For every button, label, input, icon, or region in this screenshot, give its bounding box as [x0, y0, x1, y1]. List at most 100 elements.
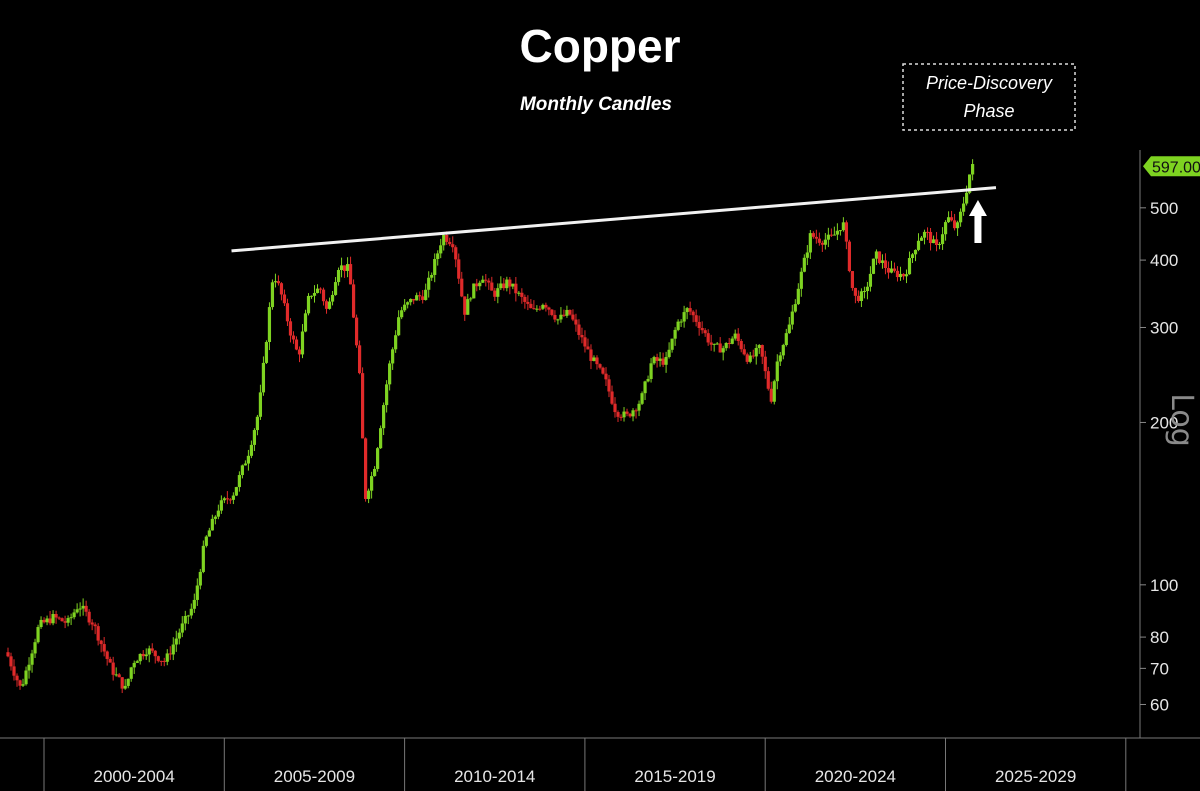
x-period-label: 2010-2014 [454, 767, 535, 786]
candle-up [400, 310, 404, 318]
candle-up [39, 619, 43, 628]
candle-up [787, 324, 791, 334]
candle-down [550, 309, 554, 315]
candle-up [69, 617, 73, 619]
candle-down [6, 652, 10, 657]
candle-up [24, 670, 28, 685]
candle-up [345, 264, 350, 271]
y-tick-label: 300 [1150, 318, 1178, 337]
candle-up [937, 244, 942, 246]
candle-down [697, 321, 701, 329]
candle-up [499, 283, 503, 289]
candle-down [279, 283, 284, 295]
candle-up [36, 627, 40, 643]
candle-down [568, 309, 572, 315]
candle-up [201, 545, 205, 572]
candle-down [814, 236, 818, 239]
candle-down [421, 296, 425, 300]
candle-down [102, 644, 106, 652]
candle-up [370, 476, 374, 491]
candle-up [427, 277, 431, 290]
candle-down [571, 314, 575, 320]
candle-down [108, 658, 112, 663]
candle-down [817, 238, 821, 243]
candle-down [949, 217, 954, 221]
candle-up [415, 295, 419, 301]
candle-up [367, 490, 371, 499]
candle-down [348, 264, 353, 285]
candle-down [769, 388, 773, 402]
candle-up [772, 381, 776, 402]
candle-up [670, 338, 674, 350]
candle-up [919, 237, 924, 241]
candle-down [363, 438, 368, 499]
candle-down [225, 498, 229, 500]
candle-up [180, 623, 184, 633]
candle-up [664, 357, 668, 365]
candle-down [850, 271, 855, 288]
candle-down [475, 283, 479, 287]
candle-up [30, 653, 34, 665]
candle-up [195, 585, 199, 600]
candle-up [216, 510, 220, 517]
candle-up [478, 282, 482, 287]
candle-up [826, 234, 830, 240]
candle-down [811, 233, 815, 237]
candle-up [784, 333, 788, 346]
candle-down [574, 319, 578, 325]
candle-down [625, 411, 629, 414]
candle-up [327, 301, 332, 309]
candle-up [715, 343, 719, 345]
candle-up [309, 295, 314, 297]
candle-up [757, 345, 761, 349]
candle-down [288, 321, 293, 336]
candle-up [433, 259, 437, 275]
candle-down [886, 268, 891, 273]
candle-up [192, 599, 196, 609]
candle-up [712, 343, 716, 345]
candle-up [904, 274, 909, 277]
candle-down [580, 334, 584, 338]
candle-up [730, 338, 734, 344]
candle-down [120, 677, 124, 689]
candle-up [72, 612, 76, 618]
candle-down [60, 618, 64, 622]
candle-down [883, 260, 888, 269]
chart-subtitle: Monthly Candles [520, 94, 672, 115]
candle-up [27, 664, 31, 671]
candle-up [943, 222, 948, 235]
candle-down [934, 239, 939, 246]
candle-up [913, 249, 918, 255]
candle-down [141, 653, 145, 657]
candle-up [565, 309, 569, 316]
candle-down [847, 241, 852, 272]
candle-down [661, 358, 665, 365]
candle-up [511, 283, 515, 287]
candle-up [874, 251, 879, 259]
candle-down [93, 624, 97, 627]
candle-down [583, 337, 587, 347]
candle-up [823, 239, 827, 245]
candle-up [207, 530, 211, 537]
candle-down [703, 330, 707, 334]
candle-up [424, 289, 428, 300]
candle-up [592, 357, 596, 361]
candle-down [577, 324, 581, 335]
candle-down [892, 268, 897, 271]
y-tick-label: 100 [1150, 576, 1178, 595]
candle-up [204, 536, 208, 546]
candle-down [63, 621, 67, 623]
last-price-tag [1143, 156, 1200, 177]
candle-up [33, 642, 37, 654]
candle-up [442, 234, 446, 246]
candle-down [42, 619, 46, 623]
candle-up [171, 644, 175, 655]
up-arrow-icon [968, 200, 987, 243]
candle-up [388, 363, 392, 385]
candle-up [126, 678, 130, 686]
candle-up [859, 291, 864, 302]
candle-down [538, 308, 542, 310]
candle-down [418, 295, 422, 297]
candle-down [706, 333, 710, 343]
candle-up [379, 428, 383, 449]
